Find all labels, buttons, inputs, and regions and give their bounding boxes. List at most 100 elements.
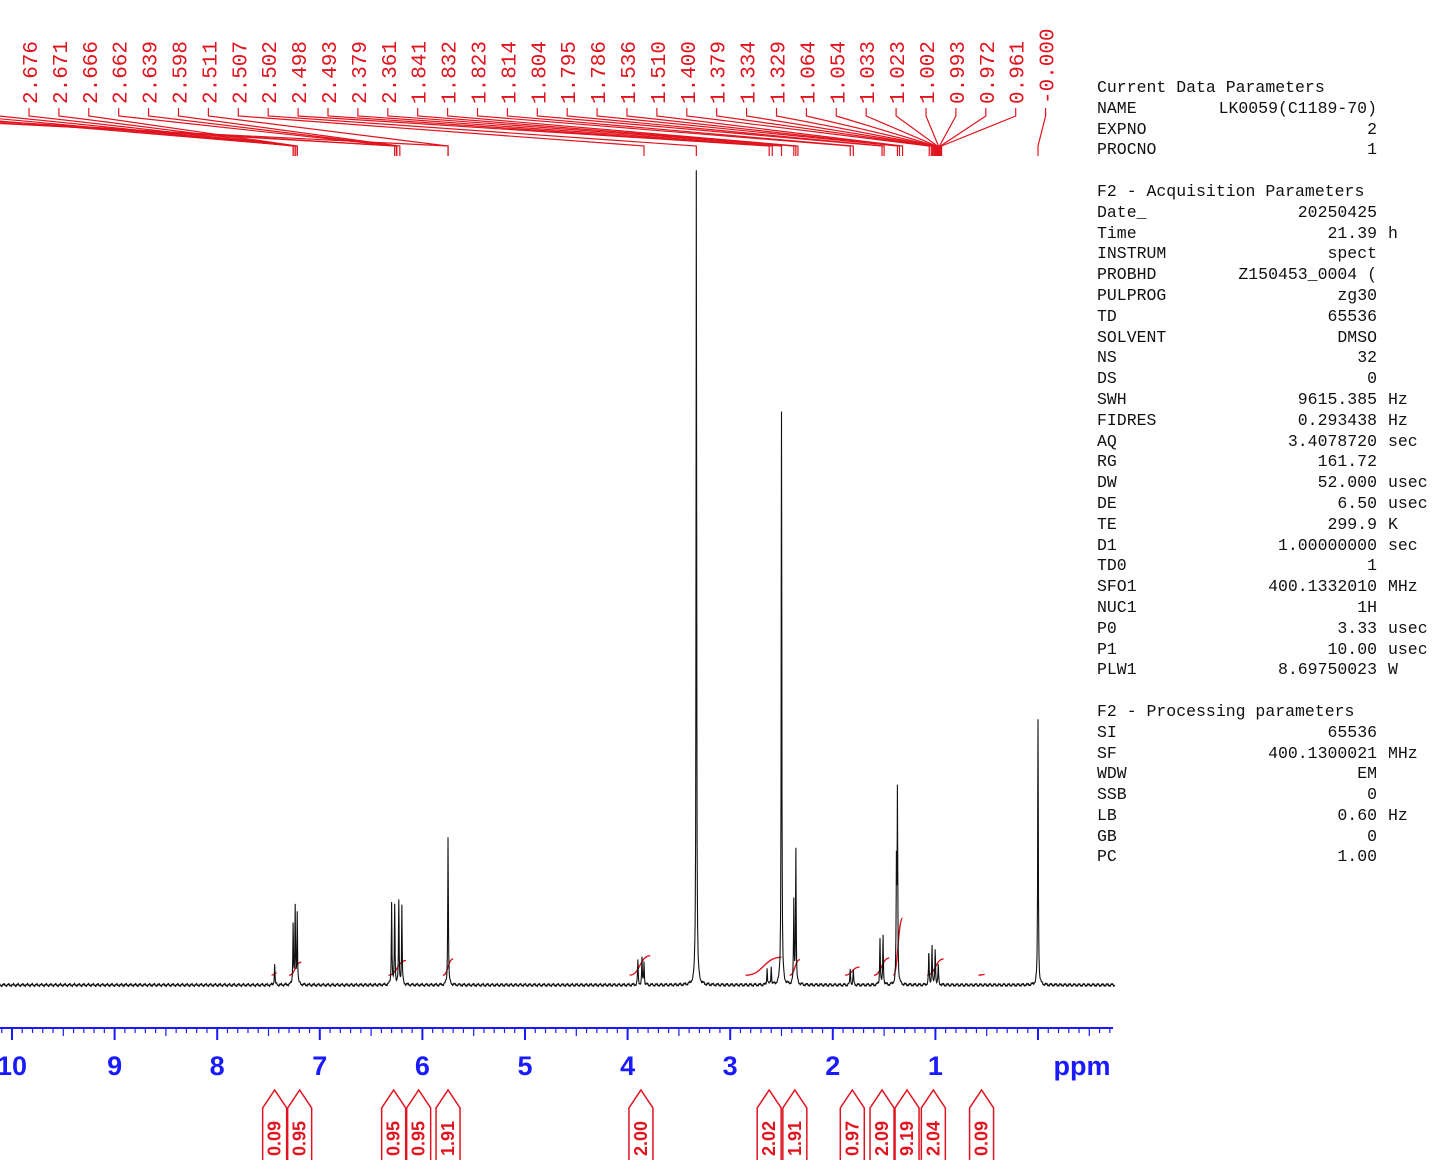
peak-label: 2.493 xyxy=(320,41,343,104)
param-value: 1 xyxy=(1367,556,1377,576)
peak-label: 1.064 xyxy=(798,41,821,104)
peak-connector xyxy=(506,108,854,156)
param-row: SI 65536 xyxy=(1097,723,1442,744)
integral-value: 0.97 xyxy=(842,1121,862,1156)
x-tick-label: 10 xyxy=(0,1051,27,1081)
peak-connector xyxy=(0,122,449,156)
param-row: FIDRES 0.293438 Hz xyxy=(1097,411,1442,432)
peak-label: 1.023 xyxy=(888,41,911,104)
param-value: 8.69750023 xyxy=(1277,660,1377,680)
peak-connector xyxy=(536,108,883,156)
param-value: 10.00 xyxy=(1327,639,1377,659)
param-unit: MHz xyxy=(1388,577,1418,597)
param-section-heading: F2 - Processing parameters xyxy=(1097,702,1442,723)
param-name: PROBHD xyxy=(1097,265,1157,285)
integral-value: 0.95 xyxy=(409,1121,429,1156)
integral-curve xyxy=(845,966,860,976)
peak-connector xyxy=(447,108,799,156)
peak-label: 2.666 xyxy=(81,41,104,104)
param-value: 0.293438 xyxy=(1297,410,1377,430)
param-name: RG xyxy=(1097,452,1117,472)
param-name: P1 xyxy=(1097,639,1117,659)
peak-connector xyxy=(716,108,932,156)
peak-connector xyxy=(237,108,645,156)
peak-label: 2.639 xyxy=(141,41,164,104)
peak-label: 0.972 xyxy=(978,41,1001,104)
param-value: 299.9 xyxy=(1327,514,1377,534)
integral-curve xyxy=(288,961,302,976)
param-name: DE xyxy=(1097,493,1117,513)
param-unit: usec xyxy=(1388,473,1428,493)
integral-value: 0.09 xyxy=(972,1121,992,1156)
param-row: DW 52.000 usec xyxy=(1097,473,1442,494)
param-value: 0 xyxy=(1367,826,1377,846)
integral-value: 0.09 xyxy=(265,1121,285,1156)
param-value: 0 xyxy=(1367,785,1377,805)
param-name: PLW1 xyxy=(1097,660,1137,680)
param-name: DW xyxy=(1097,473,1117,493)
peak-label: 0.961 xyxy=(1008,41,1031,104)
param-unit: usec xyxy=(1388,493,1428,513)
param-heading-text: F2 - Acquisition Parameters xyxy=(1097,181,1365,201)
param-name: INSTRUM xyxy=(1097,244,1167,264)
x-tick-label: 7 xyxy=(312,1051,327,1081)
param-value: spect xyxy=(1327,244,1377,264)
peak-label: 1.329 xyxy=(769,41,792,104)
x-tick-label: 9 xyxy=(107,1051,122,1081)
param-value: 1.00000000 xyxy=(1277,535,1377,555)
param-row: NUC1 1H xyxy=(1097,598,1442,619)
param-value: 52.000 xyxy=(1317,473,1377,493)
peak-connector xyxy=(865,108,938,156)
nmr-spectrum-chart: 2.676 2.671 2.666 2.662 2.639 2.598 2.511 2.507… xyxy=(0,28,1115,1160)
peak-connector xyxy=(267,108,697,156)
peak-label: -0.000 xyxy=(1038,28,1061,104)
integral-box xyxy=(261,1088,288,1160)
peak-connector xyxy=(357,108,783,156)
peak-label: 1.334 xyxy=(739,41,762,104)
peak-label: 2.502 xyxy=(260,41,283,104)
param-value: 0.60 xyxy=(1337,805,1377,825)
param-unit: Hz xyxy=(1388,410,1408,430)
integral-value: 0.95 xyxy=(384,1121,404,1156)
x-tick-label: 8 xyxy=(210,1051,225,1081)
param-row: NS 32 xyxy=(1097,348,1442,369)
param-value: 21.39 xyxy=(1327,223,1377,243)
param-row: DS 0 xyxy=(1097,369,1442,390)
peak-label: 2.498 xyxy=(290,41,313,104)
param-unit: Hz xyxy=(1388,389,1408,409)
integral-box xyxy=(782,1088,808,1160)
param-row: GB 0 xyxy=(1097,827,1442,848)
param-value: 32 xyxy=(1357,348,1377,368)
param-value: DMSO xyxy=(1337,327,1377,347)
param-name: PC xyxy=(1097,847,1117,867)
peak-label: 1.795 xyxy=(559,41,582,104)
param-name: Date_ xyxy=(1097,202,1147,222)
param-value: 0 xyxy=(1367,369,1377,389)
peak-connector xyxy=(835,108,937,156)
param-name: NS xyxy=(1097,348,1117,368)
param-unit: MHz xyxy=(1388,743,1418,763)
peak-label: 1.786 xyxy=(589,41,612,104)
param-name: TE xyxy=(1097,514,1117,534)
param-row: PROCNO 1 xyxy=(1097,140,1442,161)
peak-label: 1.400 xyxy=(679,41,702,104)
integral-box xyxy=(628,1088,654,1160)
param-name: SWH xyxy=(1097,389,1127,409)
param-name: EXPNO xyxy=(1097,119,1147,139)
param-row: SF 400.1300021 MHz xyxy=(1097,744,1442,765)
integral-box xyxy=(894,1088,920,1160)
param-row: PC 1.00 xyxy=(1097,847,1442,868)
param-name: DS xyxy=(1097,369,1117,389)
param-name: FIDRES xyxy=(1097,410,1157,430)
param-value: 1.00 xyxy=(1337,847,1377,867)
param-value: zg30 xyxy=(1337,285,1377,305)
param-row: Date_ 20250425 xyxy=(1097,203,1442,224)
param-row: PROBHD Z150453_0004 ( xyxy=(1097,265,1442,286)
param-name: SI xyxy=(1097,722,1117,742)
param-value: 3.33 xyxy=(1337,618,1377,638)
param-value: Z150453_0004 ( xyxy=(1238,265,1377,285)
param-name: SSB xyxy=(1097,785,1127,805)
param-name: SOLVENT xyxy=(1097,327,1167,347)
integral-box xyxy=(869,1088,895,1160)
param-row: EXPNO 2 xyxy=(1097,120,1442,141)
